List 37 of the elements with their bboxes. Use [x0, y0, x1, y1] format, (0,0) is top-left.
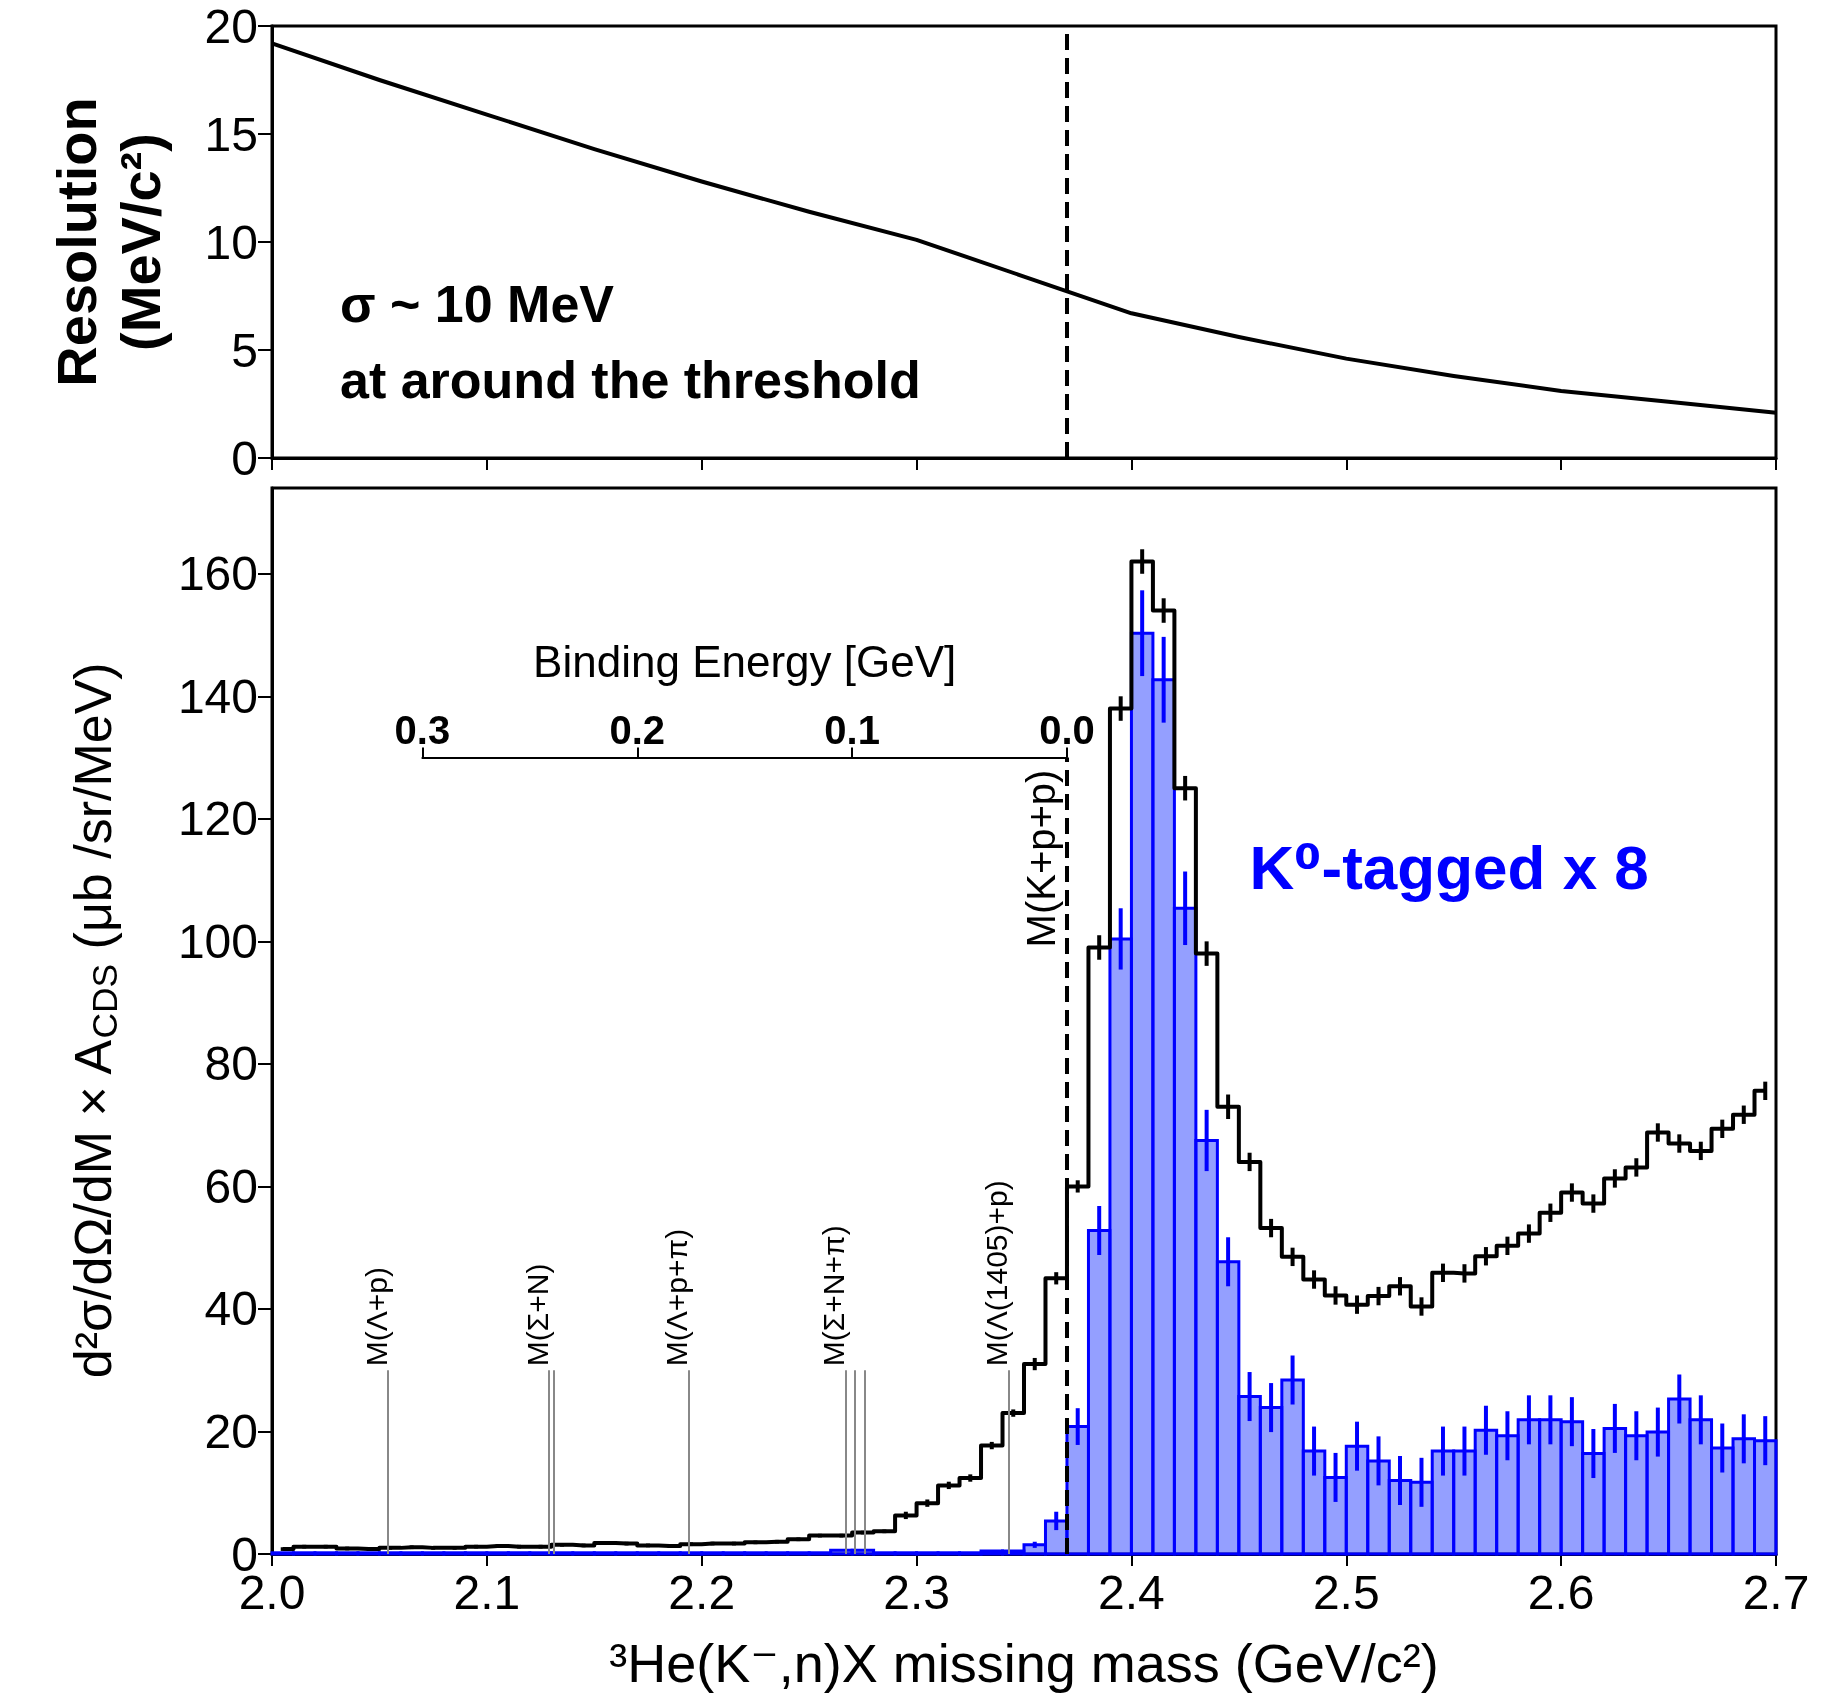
y-tick-label: 140 [177, 669, 258, 723]
y-tick-label: 60 [204, 1159, 258, 1213]
x-tick-label: 2.1 [453, 1565, 521, 1619]
x2-axis-title: Binding Energy [GeV] [533, 637, 957, 687]
annotation: σ ~ 10 MeV [340, 275, 615, 333]
y-tick-label: 0 [231, 431, 258, 485]
y-tick-label: 10 [204, 215, 258, 269]
x-tick-label: 2.3 [883, 1565, 950, 1619]
x2-tick-label: 0.0 [1039, 707, 1095, 752]
ref-line-label: M(K+p+p) [1018, 769, 1063, 948]
y-tick-label: 80 [204, 1037, 258, 1091]
x-tick-label: 2.2 [668, 1565, 736, 1619]
y-tick-label: 40 [204, 1282, 258, 1336]
y-tick-label: 100 [177, 914, 258, 968]
y-tick-label: 15 [204, 107, 258, 161]
x-tick-label: 2.4 [1098, 1565, 1165, 1619]
y-tick-label: 20 [204, 0, 258, 53]
x-tick-label: 2.6 [1527, 1565, 1595, 1619]
ref-line-label: M(Σ+N+π) [817, 1225, 851, 1367]
y-axis-title: d²σ/dΩ/dM × ACDS (μb /sr/MeV) [63, 662, 124, 1379]
series-label: K⁰-tagged x 8 [1249, 833, 1649, 903]
x2-tick-label: 0.3 [394, 707, 451, 752]
ref-line-label: M(Λ+p+π) [660, 1228, 694, 1367]
y-tick-label: 20 [204, 1404, 258, 1458]
y-tick-label: 5 [231, 323, 258, 377]
x-axis-title: ³He(K⁻,n)X missing mass (GeV/c²) [609, 1633, 1439, 1693]
x2-tick-label: 0.2 [609, 707, 666, 752]
y-tick-label: 160 [177, 547, 258, 601]
ref-line-label: M(Λ+p) [359, 1266, 393, 1367]
y-axis-title: Resolution (MeV/c²) [44, 97, 172, 387]
x-tick-label: 2.7 [1742, 1565, 1810, 1619]
x-tick-label: 2.5 [1312, 1565, 1380, 1619]
ref-line-label: M(Λ(1405)+p) [980, 1180, 1014, 1367]
y-tick-label: 120 [177, 792, 258, 846]
x2-tick-label: 0.1 [824, 707, 880, 752]
ref-line-label: M(Σ+N) [520, 1263, 554, 1367]
annotation: at around the threshold [340, 351, 921, 409]
